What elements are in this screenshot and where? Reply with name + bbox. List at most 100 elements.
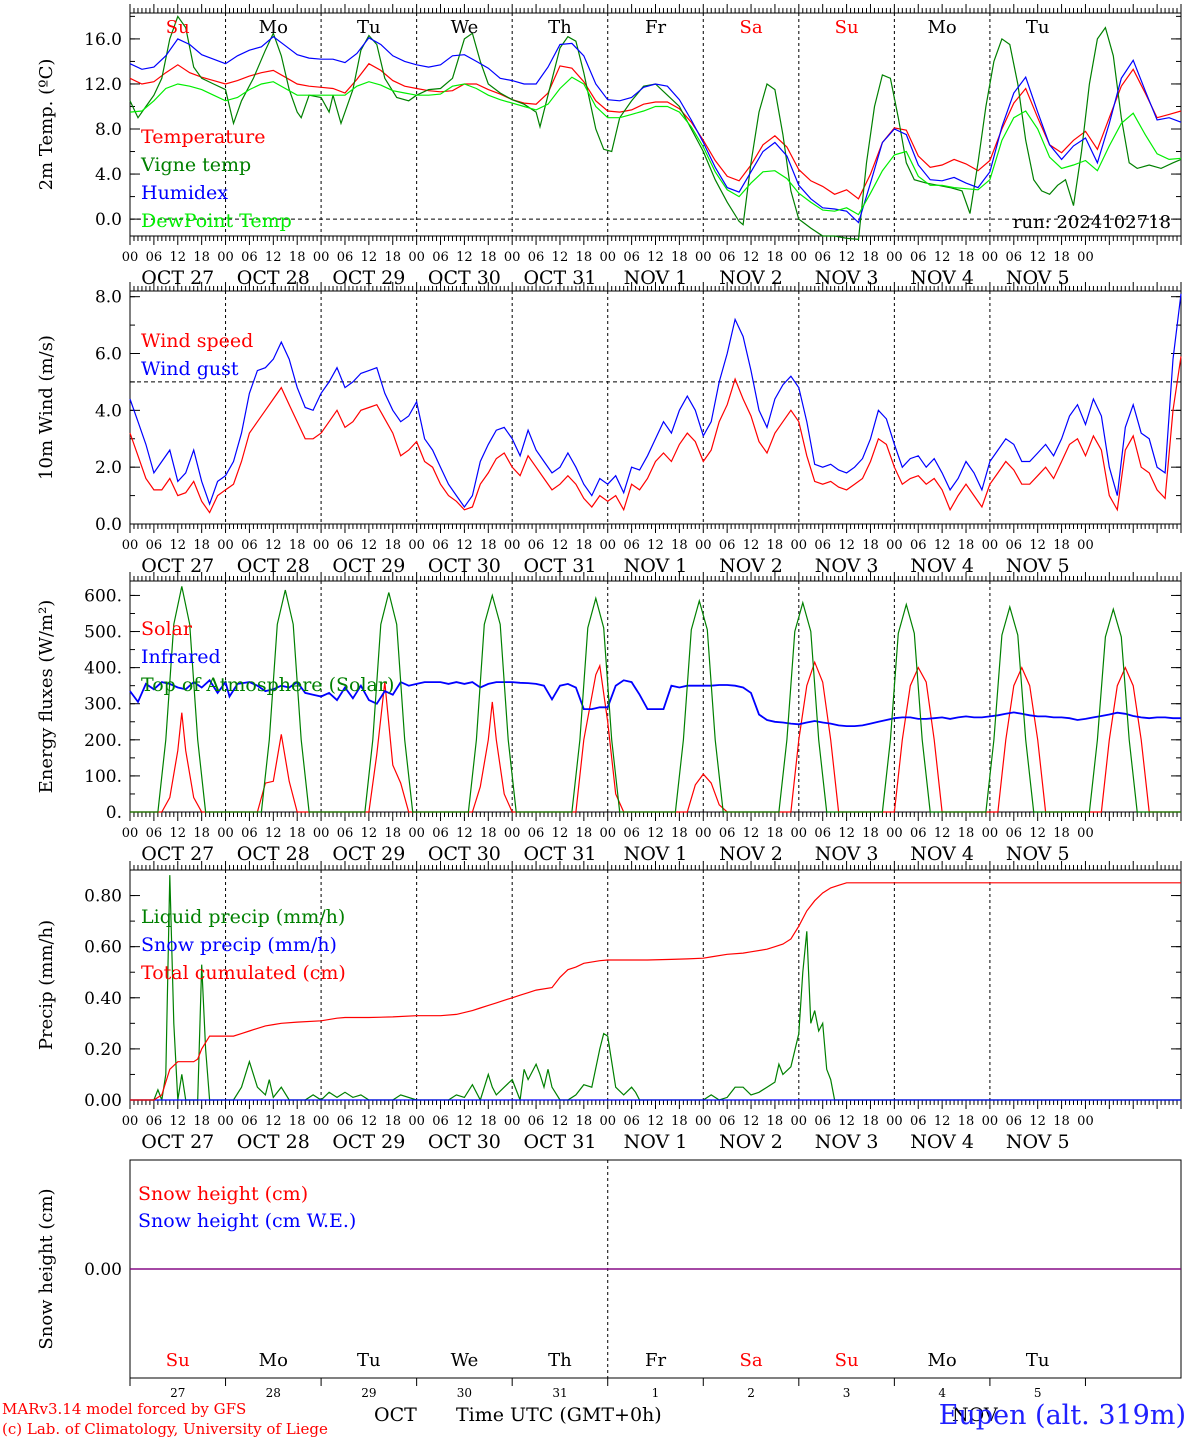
hour-label: 18	[193, 250, 210, 265]
day-number-label: 3	[843, 1386, 851, 1400]
hour-label: 12	[1029, 250, 1046, 265]
panel-energy: 00 06 12 18 00 06 12 18 00 06 12 18 00 06 12 18 00 06 12 18…	[36, 572, 1182, 865]
hour-label: 00	[695, 826, 712, 841]
hour-label: 18	[958, 1114, 975, 1129]
series-line-vigne-temp	[129, 15, 1182, 241]
date-label: OCT 31	[523, 555, 596, 577]
lab-credit: (c) Lab. of Climatology, University of L…	[2, 1420, 328, 1438]
weekday-label: Mo	[927, 17, 956, 38]
weekday-label: Tu	[357, 1350, 381, 1371]
legend-entry: Snow height (cm)	[138, 1183, 308, 1205]
hour-label: 12	[169, 538, 186, 553]
hour-label: 06	[1006, 826, 1023, 841]
weekday-label: Mo	[259, 1350, 288, 1371]
hour-label: 12	[647, 826, 664, 841]
hour-label: 12	[265, 250, 282, 265]
weekday-label: Fr	[645, 1350, 666, 1371]
y-axis-title: Snow height (cm)	[36, 1188, 57, 1349]
hour-label: 00	[504, 250, 521, 265]
hour-label: 06	[910, 250, 927, 265]
y-tick-label: 0.80	[84, 887, 122, 907]
hour-label: 18	[671, 826, 688, 841]
panel-wind: 00 06 12 18 00 06 12 18 00 06 12 18 00 06 12 18 00 06 12 18…	[36, 282, 1182, 577]
hour-label: 12	[456, 826, 473, 841]
date-label: OCT 28	[237, 843, 310, 865]
y-tick-label: 100.	[84, 767, 122, 787]
day-number-label: 27	[170, 1386, 185, 1400]
hour-label: 18	[671, 1114, 688, 1129]
date-label: OCT 30	[428, 1131, 501, 1153]
date-label: OCT 31	[523, 843, 596, 865]
hour-label: 00	[982, 250, 999, 265]
hour-label: 18	[289, 1114, 306, 1129]
hour-label: 12	[838, 538, 855, 553]
hour-label: 06	[432, 250, 449, 265]
legend-entry: DewPoint Temp	[141, 210, 292, 232]
hour-label: 12	[1029, 538, 1046, 553]
hour-label: 06	[146, 250, 163, 265]
hour-label: 18	[1053, 1114, 1070, 1129]
panel-precip: 00 06 12 18 00 06 12 18 00 06 12 18 00 06 12 18 00 06 12 18…	[36, 861, 1182, 1153]
date-label: OCT 30	[428, 843, 501, 865]
plot-frame	[129, 290, 1182, 525]
series-line-solar	[130, 660, 1181, 813]
hour-label: 00	[599, 538, 616, 553]
series-line-humidex	[129, 35, 1182, 224]
series-line-dewpoint-temp	[129, 76, 1182, 216]
hour-label: 06	[814, 250, 831, 265]
day-number-label: 29	[361, 1386, 376, 1400]
y-tick-label: 2.0	[95, 458, 122, 478]
y-tick-label: 12.0	[84, 75, 122, 95]
hour-label: 00	[122, 250, 139, 265]
date-label: NOV 1	[624, 267, 688, 289]
series-line-liquid-precip-mm-h-	[130, 875, 1181, 1103]
weekday-label: Mo	[927, 1350, 956, 1371]
hour-label: 18	[384, 826, 401, 841]
month-label-oct: OCT	[374, 1404, 417, 1426]
hour-label: 00	[122, 538, 139, 553]
hour-label: 12	[838, 826, 855, 841]
y-tick-label: 6.0	[95, 345, 122, 365]
y-tick-label: 0.00	[84, 1260, 122, 1280]
hour-label: 06	[623, 538, 640, 553]
hour-label: 00	[408, 1114, 425, 1129]
date-label: OCT 27	[141, 555, 214, 577]
hour-label: 18	[384, 250, 401, 265]
hour-label: 00	[599, 1114, 616, 1129]
hour-label: 18	[289, 538, 306, 553]
y-tick-label: 8.0	[95, 288, 122, 308]
hour-label: 00	[886, 250, 903, 265]
hour-label: 00	[313, 1114, 330, 1129]
hour-label: 12	[456, 1114, 473, 1129]
hour-label: 00	[791, 1114, 808, 1129]
legend-entry: Top of Atmosphere (Solar)	[141, 674, 394, 696]
hour-label: 12	[934, 1114, 951, 1129]
date-label: NOV 2	[719, 1131, 783, 1153]
plot-frame	[129, 580, 1182, 813]
date-label: NOV 3	[815, 1131, 879, 1153]
date-label: OCT 29	[332, 1131, 405, 1153]
hour-label: 06	[528, 826, 545, 841]
hour-label: 00	[791, 538, 808, 553]
series-line-total-cumulated-cm-	[130, 882, 1181, 1101]
date-label: NOV 5	[1006, 1131, 1070, 1153]
hour-label: 12	[743, 1114, 760, 1129]
hour-label: 12	[361, 1114, 378, 1129]
hour-label: 12	[552, 1114, 569, 1129]
y-tick-label: 300.	[84, 695, 122, 715]
series-line-temperature	[129, 62, 1182, 200]
hour-label: 06	[337, 250, 354, 265]
y-tick-label: 4.0	[95, 401, 122, 421]
hour-label: 00	[217, 250, 234, 265]
hour-label: 00	[504, 1114, 521, 1129]
date-label: NOV 4	[910, 843, 974, 865]
hour-label: 00	[313, 538, 330, 553]
hour-label: 12	[361, 538, 378, 553]
hour-label: 00	[122, 1114, 139, 1129]
y-axis-title: Energy fluxes (W/m²)	[36, 600, 57, 794]
legend-entry: Liquid precip (mm/h)	[141, 906, 345, 928]
date-label: OCT 28	[237, 267, 310, 289]
hour-label: 18	[767, 538, 784, 553]
hour-label: 18	[862, 538, 879, 553]
y-tick-label: 0.0	[95, 210, 122, 230]
